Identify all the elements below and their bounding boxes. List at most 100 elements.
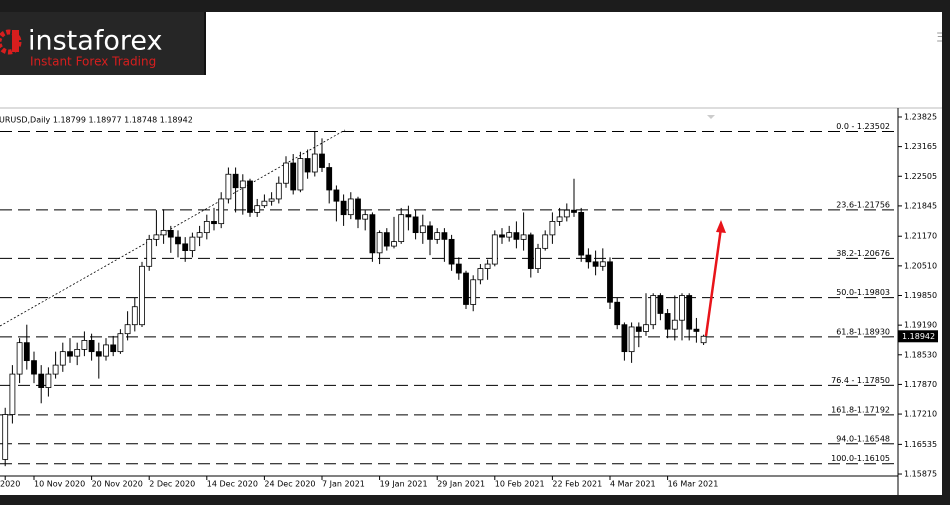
x-tick-label: 14 Dec 2020: [207, 480, 258, 489]
candle-body: [239, 180, 246, 189]
candle-body: [88, 340, 95, 353]
y-tick-label: 1.22505: [904, 172, 937, 181]
fib-label: 94.0-1.16548: [836, 434, 890, 443]
candle-body: [398, 214, 405, 243]
candle-body: [614, 301, 621, 326]
plot-area: [0, 129, 898, 467]
candle-body: [419, 225, 426, 234]
candle-body: [427, 225, 433, 240]
top-bar: [0, 0, 950, 12]
y-tick-label: 1.18530: [904, 350, 937, 359]
candle-body: [196, 232, 203, 238]
candle-body: [146, 238, 153, 267]
candle-body: [247, 180, 253, 213]
candle-body: [643, 324, 649, 332]
candle-body: [362, 214, 369, 220]
candle-body: [578, 212, 585, 256]
x-tick-label: 7 Jan 2021: [322, 480, 365, 489]
y-tick-label: 1.20510: [904, 261, 937, 270]
candle-body: [23, 342, 30, 362]
y-tick-label: 1.19190: [904, 321, 937, 330]
candle-body: [31, 360, 37, 375]
candle-body: [297, 158, 304, 191]
logo-name: instaforex: [28, 26, 162, 57]
divider: [204, 12, 206, 75]
candle-body: [319, 153, 325, 168]
candle-body: [585, 254, 592, 263]
candle-body: [455, 263, 462, 274]
y-tick-label: 1.19850: [904, 291, 937, 300]
candle-body: [95, 351, 102, 357]
x-tick-label: 22 Feb 2021: [552, 480, 602, 489]
y-tick-label: 1.23165: [904, 142, 937, 151]
candle-body: [520, 234, 527, 240]
candle-body: [124, 324, 131, 335]
candle-body: [311, 153, 318, 173]
candle-body: [549, 221, 556, 236]
candle-body: [283, 162, 289, 184]
candle-body: [254, 205, 261, 213]
candle-body: [268, 198, 275, 202]
candle-body: [369, 214, 376, 254]
candle-body: [441, 232, 448, 240]
candle-body: [405, 214, 412, 218]
candle-body: [16, 342, 23, 375]
candle-body: [650, 295, 657, 326]
candle-body: [45, 373, 52, 388]
x-tick-label: 20 Nov 2020: [92, 480, 143, 489]
candle-body: [167, 229, 174, 238]
last-price-label: 1.18942: [902, 332, 935, 341]
fib-label: 50.0-1.19803: [836, 288, 890, 297]
candle-body: [9, 373, 16, 415]
candle-body: [2, 414, 9, 460]
candle-body: [326, 167, 333, 191]
right-bar: [942, 12, 950, 495]
candle-body: [290, 162, 297, 191]
candle-body: [607, 261, 613, 303]
candle-body: [391, 241, 397, 247]
candle-body: [628, 326, 635, 353]
candle-body: [599, 261, 606, 267]
candle-body: [664, 313, 671, 330]
candle-body: [153, 234, 160, 240]
candle-body: [376, 232, 383, 254]
candle-body: [110, 344, 117, 353]
candle-body: [592, 261, 599, 267]
x-tick-label: 19 Jan 2021: [380, 480, 428, 489]
candle-body: [52, 364, 59, 375]
x-tick-label: 2 Dec 2020: [149, 480, 195, 489]
x-tick-label: 24 Dec 2020: [264, 480, 315, 489]
candle-body: [211, 221, 217, 225]
fib-label: 161.8-1.17192: [831, 405, 890, 414]
candle-body: [463, 272, 469, 305]
candle-body: [203, 221, 210, 234]
candle-body: [671, 319, 678, 330]
candle-body: [686, 295, 693, 330]
candle-body: [355, 198, 361, 220]
fib-label: 100.0-1.16105: [831, 454, 890, 463]
candle-body: [81, 340, 88, 350]
candle-body: [635, 326, 642, 332]
chart-title: URUSD,Daily 1.18799 1.18977 1.18748 1.18…: [0, 116, 193, 125]
candle-body: [160, 229, 167, 236]
last-price-box: [898, 330, 938, 343]
candle-body: [131, 306, 138, 326]
x-tick-label: 2020: [0, 480, 20, 489]
overlay: URUSD,Daily 1.18799 1.18977 1.18748 1.18…: [0, 115, 890, 463]
candle-body: [448, 238, 455, 265]
candle-body: [679, 295, 685, 321]
fib-label: 61.8-1.18930: [836, 327, 890, 336]
candle-body: [232, 173, 239, 189]
candle-body: [117, 333, 124, 353]
menu-icon[interactable]: Ξ: [936, 31, 944, 45]
candle-body: [527, 234, 534, 269]
candle-body: [535, 247, 541, 269]
fib-label: 76.4 - 1.17850: [831, 376, 890, 385]
candle-body: [484, 263, 491, 269]
x-tick-label: 29 Jan 2021: [437, 480, 485, 489]
candle-body: [542, 234, 549, 249]
y-tick-label: 1.16535: [904, 440, 937, 449]
logo-icon: [0, 29, 22, 55]
candle-body: [499, 234, 505, 238]
